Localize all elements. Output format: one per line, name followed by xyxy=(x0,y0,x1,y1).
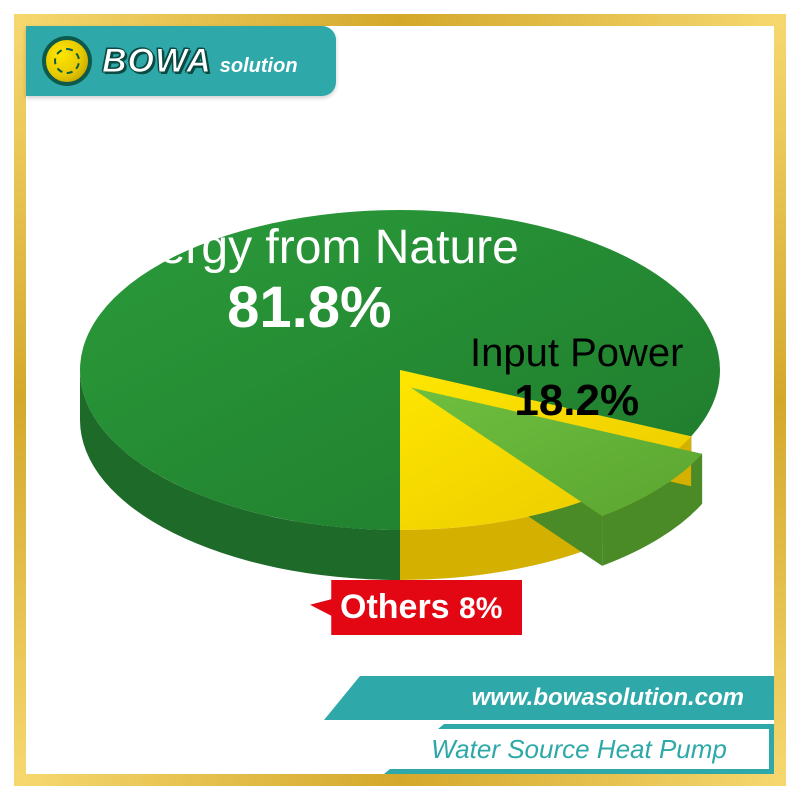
slice-label-input: Input Power 18.2% xyxy=(470,330,683,427)
slice-label-energy: Energy from Nature 81.8% xyxy=(100,220,519,342)
others-pct: 8% xyxy=(459,592,502,625)
logo-brand-text: BOWA xyxy=(102,42,212,81)
footer-caption-frame: Water Source Heat Pump xyxy=(384,724,774,774)
others-label: Others xyxy=(340,588,450,626)
logo-medallion-icon xyxy=(42,36,92,86)
brand-logo: BOWA solution xyxy=(26,26,336,96)
footer-url-bar: www.bowasolution.com xyxy=(324,676,774,720)
slice-callout-others: Others 8% xyxy=(310,580,522,635)
pie-chart: Energy from Nature 81.8% Input Power 18.… xyxy=(40,160,760,640)
logo-suffix-text: solution xyxy=(220,55,298,78)
footer-caption: Water Source Heat Pump xyxy=(431,734,727,765)
footer-url: www.bowasolution.com xyxy=(472,684,744,712)
